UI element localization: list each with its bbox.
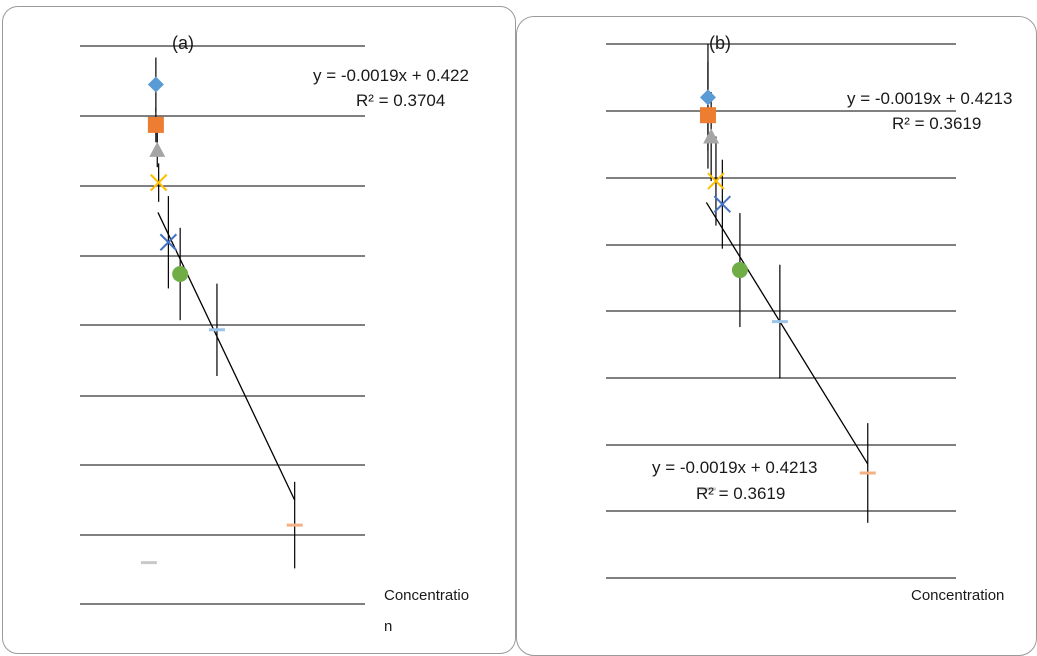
point-b-3 xyxy=(707,172,725,190)
chart-b-annotation-r2: R² = 0.3619 xyxy=(696,484,785,503)
point-a-1 xyxy=(147,116,164,133)
chart-b-equation: y = -0.0019x + 0.4213 xyxy=(847,89,1012,108)
point-a-4 xyxy=(159,233,178,251)
chart-a-r2: R² = 0.3704 xyxy=(356,91,445,110)
chart-a-title: (a) xyxy=(172,33,194,53)
errorbars-b xyxy=(707,44,869,523)
markers-b xyxy=(699,89,876,491)
point-a-0 xyxy=(147,76,164,93)
point-b-5 xyxy=(731,262,748,279)
chart-panel-b xyxy=(516,16,1037,656)
chart-panel-a xyxy=(2,6,516,654)
point-b-1 xyxy=(699,107,716,124)
chart-b-r2: R² = 0.3619 xyxy=(892,114,981,133)
chart-a-xlabel-line2: n xyxy=(384,618,392,635)
trendline-b xyxy=(705,202,869,465)
grid-a xyxy=(80,45,365,605)
trendline-a xyxy=(157,212,296,501)
point-b-0 xyxy=(699,89,716,106)
chart-a-xlabel-line1: Concentratio xyxy=(384,587,469,604)
grid-b xyxy=(606,43,956,579)
chart-b-xlabel: Concentration xyxy=(911,587,1004,604)
markers-a xyxy=(140,76,303,565)
point-a-5 xyxy=(172,266,189,283)
chart-a-equation: y = -0.0019x + 0.422 xyxy=(313,66,469,85)
point-b-2 xyxy=(703,128,720,144)
point-a-3 xyxy=(149,173,168,192)
chart-b-annotation-equation: y = -0.0019x + 0.4213 xyxy=(652,458,817,477)
point-a-2 xyxy=(149,141,166,157)
chart-b-title: (b) xyxy=(709,33,731,53)
point-b-4 xyxy=(713,195,732,213)
